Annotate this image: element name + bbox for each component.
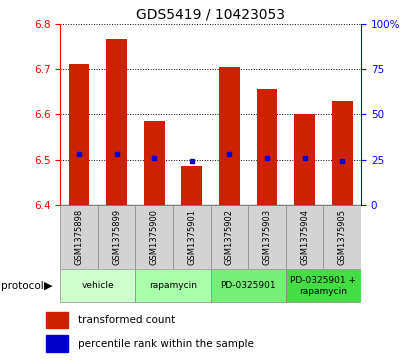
Bar <box>332 101 353 205</box>
Bar <box>46 312 68 329</box>
FancyBboxPatch shape <box>60 269 135 302</box>
Text: PD-0325901 +
rapamycin: PD-0325901 + rapamycin <box>290 276 356 295</box>
Bar <box>219 67 240 205</box>
Text: GSM1375898: GSM1375898 <box>74 209 83 265</box>
Bar <box>257 89 277 205</box>
Bar <box>106 40 127 205</box>
Text: GSM1375900: GSM1375900 <box>150 209 159 265</box>
Bar <box>144 121 164 205</box>
Text: PD-0325901: PD-0325901 <box>220 281 276 290</box>
FancyBboxPatch shape <box>60 205 98 269</box>
Text: GSM1375901: GSM1375901 <box>187 209 196 265</box>
Text: GSM1375899: GSM1375899 <box>112 209 121 265</box>
Text: GSM1375904: GSM1375904 <box>300 209 309 265</box>
FancyBboxPatch shape <box>135 205 173 269</box>
Bar <box>181 166 202 205</box>
Text: GSM1375903: GSM1375903 <box>263 209 271 265</box>
FancyBboxPatch shape <box>135 269 211 302</box>
Text: protocol: protocol <box>1 281 44 291</box>
Text: ▶: ▶ <box>44 281 52 291</box>
FancyBboxPatch shape <box>248 205 286 269</box>
Bar <box>68 64 89 205</box>
Text: rapamycin: rapamycin <box>149 281 197 290</box>
Text: GSM1375905: GSM1375905 <box>338 209 347 265</box>
Bar <box>46 335 68 352</box>
Title: GDS5419 / 10423053: GDS5419 / 10423053 <box>136 7 285 21</box>
FancyBboxPatch shape <box>173 205 211 269</box>
Text: percentile rank within the sample: percentile rank within the sample <box>78 339 254 349</box>
Text: transformed count: transformed count <box>78 315 176 325</box>
Text: vehicle: vehicle <box>81 281 114 290</box>
Bar <box>294 114 315 205</box>
FancyBboxPatch shape <box>211 269 286 302</box>
FancyBboxPatch shape <box>286 205 323 269</box>
Text: GSM1375902: GSM1375902 <box>225 209 234 265</box>
FancyBboxPatch shape <box>286 269 361 302</box>
FancyBboxPatch shape <box>211 205 248 269</box>
FancyBboxPatch shape <box>98 205 135 269</box>
FancyBboxPatch shape <box>323 205 361 269</box>
